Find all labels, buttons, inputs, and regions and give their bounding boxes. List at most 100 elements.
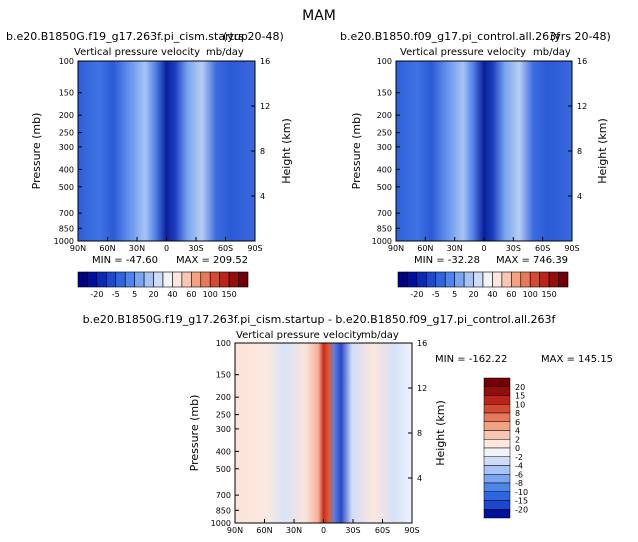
colorbar-swatch <box>106 271 117 288</box>
min-label-top-left: MIN = -47.60 <box>92 255 158 266</box>
case-title-top-left: b.e20.B1850G.f19_g17.263f.pi_cism.startu… <box>6 30 248 43</box>
colorbar-swatch <box>483 404 511 414</box>
y-tick-label: 250 <box>377 129 392 138</box>
colorbar-label: -10 <box>515 488 528 497</box>
x-tick-label: 90N <box>388 244 404 253</box>
y-tick-label: 400 <box>377 165 392 174</box>
colorbar-label: 6 <box>515 418 520 427</box>
colorbar-label: 40 <box>487 290 497 299</box>
ylabel-right-bottom: Height (km) <box>434 400 447 466</box>
colorbar-label: 5 <box>132 290 137 299</box>
colorbar-swatch <box>483 474 511 484</box>
height-tick-label: 4 <box>417 474 422 483</box>
colorbar-label: 150 <box>221 290 236 299</box>
colorbar-swatch <box>548 271 559 288</box>
colorbar-label: 5 <box>452 290 457 299</box>
colorbar-swatch <box>426 271 437 288</box>
x-tick-label: 0 <box>164 244 169 253</box>
y-tick-label: 150 <box>377 89 392 98</box>
x-tick-label: 90N <box>70 244 86 253</box>
y-tick-label: 400 <box>216 447 231 456</box>
colorbar-swatch <box>483 447 511 457</box>
colorbar-swatch <box>483 421 511 431</box>
colorbar-top-left: -20 -5 5 20 40 60 100 150 <box>77 271 249 299</box>
colorbar-swatch <box>397 271 408 288</box>
colorbar-swatch <box>77 271 88 288</box>
colorbar-label: -6 <box>515 470 523 479</box>
colorbar-swatch <box>115 271 126 288</box>
x-tick-label: 30S <box>345 526 360 535</box>
colorbar-label: -8 <box>515 479 523 488</box>
colorbar-swatch <box>228 271 239 288</box>
variable-bottom: Vertical pressure velocity <box>236 330 362 341</box>
colorbar-swatch <box>209 271 220 288</box>
colorbar-swatch <box>483 456 511 466</box>
colorbar-label: -20 <box>90 290 103 299</box>
max-label-bottom: MAX = 145.15 <box>541 354 613 365</box>
y-tick-label: 700 <box>377 209 392 218</box>
height-tick-label: 12 <box>417 384 427 393</box>
years-top-left: (yrs 20-48) <box>223 30 284 43</box>
colorbar-swatch <box>483 509 511 519</box>
height-tick-label: 16 <box>260 57 270 66</box>
colorbar-swatch <box>483 465 511 475</box>
colorbar-label: 0 <box>515 444 520 453</box>
y-tick-label: 1000 <box>372 237 392 246</box>
ylabel-top-right: Pressure (mb) <box>350 113 363 190</box>
height-tick-label: 8 <box>260 147 265 156</box>
min-label-bottom: MIN = -162.22 <box>435 354 507 365</box>
x-tick-label: 90S <box>564 244 579 253</box>
colorbar-swatch <box>181 271 192 288</box>
x-tick-label: 60N <box>417 244 433 253</box>
colorbar-swatch <box>539 271 550 288</box>
contour-field-top-right <box>395 60 573 242</box>
colorbar-swatch <box>520 271 531 288</box>
colorbar-top-right: -20 -5 5 20 40 60 100 150 <box>397 271 569 299</box>
y-tick-label: 250 <box>216 411 231 420</box>
colorbar-label: 40 <box>167 290 177 299</box>
colorbar-swatch <box>454 271 465 288</box>
colorbar-label: 20 <box>515 383 525 392</box>
colorbar-swatch <box>483 377 511 387</box>
x-tick-label: 90S <box>247 244 262 253</box>
colorbar-label: 100 <box>203 290 218 299</box>
colorbar-swatch <box>483 395 511 405</box>
colorbar-label: 20 <box>148 290 158 299</box>
variable-top-right: Vertical pressure velocity <box>400 47 526 58</box>
y-tick-label: 300 <box>216 425 231 434</box>
colorbar-swatch <box>501 271 512 288</box>
colorbar-label: 60 <box>186 290 196 299</box>
height-tick-label: 8 <box>417 429 422 438</box>
colorbar-swatch <box>153 271 164 288</box>
colorbar-swatch <box>96 271 107 288</box>
units-bottom: mb/day <box>361 330 399 341</box>
max-label-top-right: MAX = 746.39 <box>496 255 568 266</box>
colorbar-label: -2 <box>515 453 523 462</box>
x-tick-label: 60S <box>375 526 390 535</box>
colorbar-swatch <box>87 271 98 288</box>
x-tick-label: 60S <box>535 244 550 253</box>
colorbar-swatch <box>511 271 522 288</box>
colorbar-swatch <box>463 271 474 288</box>
colorbar-label: 150 <box>541 290 556 299</box>
colorbar-label: -5 <box>112 290 120 299</box>
colorbar-swatch <box>483 482 511 492</box>
colorbar-swatch <box>483 430 511 440</box>
figure-title: MAM <box>302 8 336 24</box>
colorbar-label: 15 <box>515 392 525 401</box>
height-tick-label: 8 <box>577 147 582 156</box>
x-tick-label: 90S <box>404 526 419 535</box>
y-tick-label: 500 <box>216 465 231 474</box>
y-tick-label: 500 <box>59 183 74 192</box>
colorbar-label: 8 <box>515 409 520 418</box>
y-tick-label: 100 <box>59 57 74 66</box>
y-tick-label: 400 <box>59 165 74 174</box>
colorbar-swatch <box>162 271 173 288</box>
y-tick-label: 200 <box>377 111 392 120</box>
y-tick-label: 150 <box>216 371 231 380</box>
colorbar-swatch <box>219 271 230 288</box>
panel-top-right: b.e20.B1850.f09_g17.pi_control.all.263f … <box>340 30 611 299</box>
colorbar-label: 20 <box>468 290 478 299</box>
